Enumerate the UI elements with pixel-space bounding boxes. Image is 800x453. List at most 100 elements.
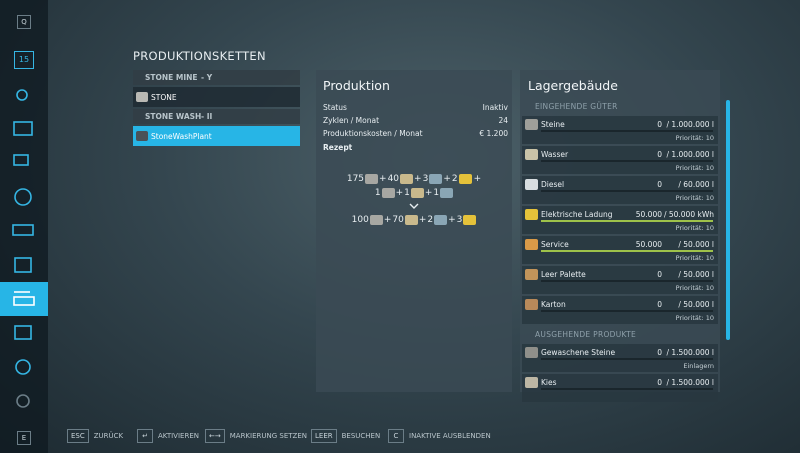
animals-icon[interactable] (12, 224, 34, 236)
chain-header: STONE MINE - Y (133, 70, 300, 85)
fill-track (541, 190, 713, 192)
info-label: Status (323, 103, 347, 112)
item-amount: 50.000 (635, 210, 662, 219)
fill-track (541, 130, 713, 132)
panel-title: Produktion (323, 78, 390, 93)
item-icon (525, 149, 538, 160)
help-icon[interactable] (14, 325, 32, 340)
recipe-icon (381, 188, 395, 198)
item-note: Priorität: 10 (675, 194, 714, 202)
section-title: EINGEHENDE GÜTER (535, 102, 618, 111)
action-label: BESUCHEN (341, 432, 381, 440)
item-icon (525, 209, 538, 220)
selected-tab[interactable] (0, 282, 48, 316)
item-amount: 0 (657, 378, 662, 387)
item-name: Elektrische Ladung (541, 210, 613, 219)
recipe-icon (463, 215, 477, 225)
item-capacity: / 1.000.000 l (666, 150, 714, 159)
action-label: INAKTIVE AUSBLENDEN (409, 432, 491, 440)
info-label: Produktionskosten / Monat (323, 129, 423, 138)
recipe-icon (458, 174, 472, 184)
recipe-amount: 1 (404, 188, 410, 198)
contracts-icon[interactable] (14, 257, 32, 273)
scrollbar[interactable] (726, 100, 730, 340)
item-name: Kies (541, 378, 557, 387)
recipe-separator: + (383, 215, 392, 225)
item-note: Priorität: 10 (675, 134, 714, 142)
chain-header: STONE WASH - II (133, 109, 300, 124)
settings-icon[interactable] (16, 394, 30, 408)
storage-row: Steine / 1.000.000 l 0 Priorität: 10 (522, 116, 718, 144)
panel-title: Lagergebäude (528, 78, 618, 93)
key-hint: ←→ (205, 429, 225, 443)
item-name: Steine (541, 120, 565, 129)
item-amount: 0 (657, 300, 662, 309)
chain-item[interactable]: STONE (133, 87, 300, 107)
chain-tag: - II (201, 112, 213, 121)
recipe-icon (440, 188, 454, 198)
item-amount: 0 (657, 180, 662, 189)
item-name: Leer Palette (541, 270, 586, 279)
action-label: AKTIVIEREN (158, 432, 199, 440)
recipe-separator: + (448, 215, 456, 225)
chain-name: STONE WASH (145, 112, 202, 121)
chain-item[interactable]: StoneWashPlant (133, 126, 300, 146)
recipe-separator: + (418, 215, 427, 225)
item-note: Priorität: 10 (675, 314, 714, 322)
item-icon (525, 377, 538, 388)
recipe-amount: 2 (451, 174, 458, 184)
garage-icon[interactable] (15, 359, 31, 375)
item-capacity: / 60.000 l (678, 180, 714, 189)
fill-track (541, 358, 713, 360)
item-icon (525, 239, 538, 250)
item-icon (525, 299, 538, 310)
recipe-amount: 3 (456, 215, 463, 225)
recipe-separator: + (379, 174, 387, 184)
item-capacity: / 1.500.000 l (666, 378, 714, 387)
calendar-icon[interactable]: 15 (14, 51, 34, 69)
recipe-icon (404, 215, 418, 225)
stats-icon[interactable] (13, 121, 33, 136)
item-note: Einlagern (683, 362, 714, 370)
recipe-icon (369, 215, 383, 225)
item-capacity: / 1.000.000 l (666, 120, 714, 129)
vehicle-icon[interactable] (13, 154, 29, 166)
fill-track (541, 220, 713, 222)
recipe-amount: 2 (427, 215, 434, 225)
item-amount: 50.000 (635, 240, 662, 249)
footer-action[interactable]: ←→ MARKIERUNG SETZEN (205, 429, 307, 443)
fill-track (541, 280, 713, 282)
recipe-amount: 40 (387, 174, 400, 184)
key-hint: Q (17, 15, 31, 29)
key-hint: LEER (311, 429, 337, 443)
recipe-amount: 175 (346, 174, 365, 184)
item-name: STONE (151, 93, 177, 102)
fill-bar (541, 220, 713, 222)
footer-action[interactable]: LEER BESUCHEN (311, 429, 380, 443)
recipe-icon (434, 215, 448, 225)
recipe-line: 175 +40 +3 +2 + (316, 174, 512, 184)
recipe-icon (365, 174, 379, 184)
footer-action[interactable]: ↵ AKTIVIEREN (137, 429, 199, 443)
info-value: 24 (498, 116, 508, 125)
finance-icon[interactable] (14, 188, 32, 206)
item-capacity: / 1.500.000 l (666, 348, 714, 357)
storage-row: Gewaschene Steine / 1.500.000 l 0 Einlagern (522, 344, 718, 372)
chain-tag: - Y (201, 73, 213, 82)
item-note: Priorität: 10 (675, 284, 714, 292)
fill-track (541, 160, 713, 162)
production-panel: Produktion Rezept Status Inaktiv Zyklen / … (316, 70, 512, 392)
weather-icon[interactable] (16, 89, 28, 101)
recipe-icon (429, 174, 443, 184)
item-icon (525, 119, 538, 130)
footer-action[interactable]: ESC ZURÜCK (67, 429, 123, 443)
footer-action[interactable]: C INAKTIVE AUSBLENDEN (388, 429, 491, 443)
item-note: Priorität: 10 (675, 254, 714, 262)
recipe-line: 1 +1 +1 (316, 188, 512, 198)
recipe-separator: + (443, 174, 451, 184)
item-icon (136, 131, 148, 141)
fill-track (541, 250, 713, 252)
chain-name: STONE MINE (145, 73, 198, 82)
info-label: Zyklen / Monat (323, 116, 380, 125)
